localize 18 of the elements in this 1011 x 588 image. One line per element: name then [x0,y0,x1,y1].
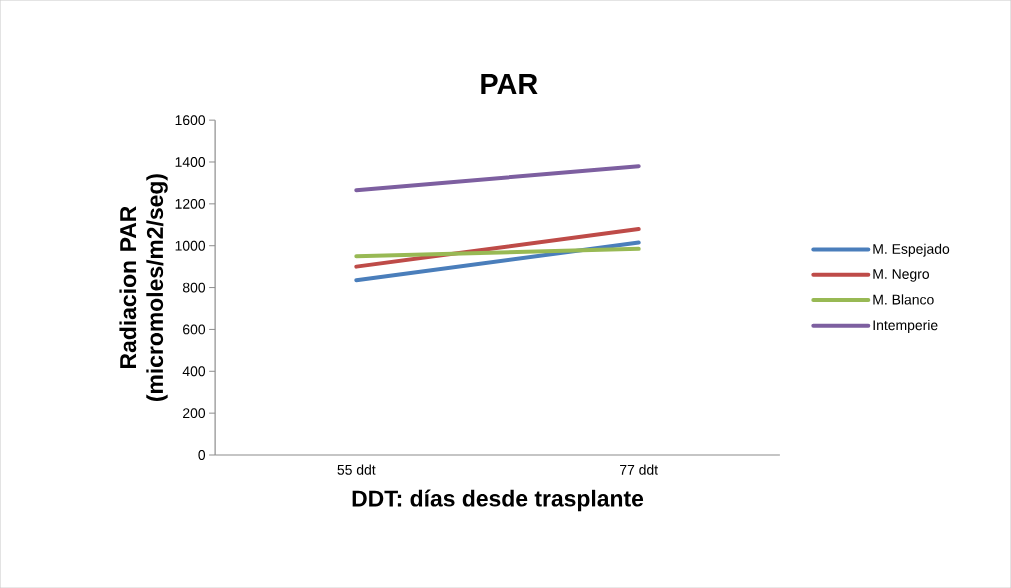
x-tick-label: 77 ddt [620,464,658,475]
chart-title: PAR [481,73,538,94]
y-tick-label: 1200 [175,198,206,209]
y-tick-label: 1000 [175,240,206,251]
legend-label: M. Blanco [873,294,934,305]
y-axis-title: Radiacion PAR (micromoles/m2/seg) [119,174,168,401]
x-tick-label: 55 ddt [337,464,376,475]
legend-label: M. Espejado [873,243,950,257]
legend-label: M. Negro [873,269,930,282]
y-tick-label: 600 [183,324,206,335]
y-tick-label: 400 [182,366,206,377]
y-tick-label: 1400 [175,156,206,167]
y-tick-label: 200 [183,408,206,419]
x-axis-title: DDT: días desde trasplante [352,489,644,512]
legend-label: Intemperie [873,319,938,333]
y-tick-label: 1600 [175,115,206,125]
y-tick-label: 0 [198,449,206,460]
y-tick-label: 800 [182,282,206,293]
